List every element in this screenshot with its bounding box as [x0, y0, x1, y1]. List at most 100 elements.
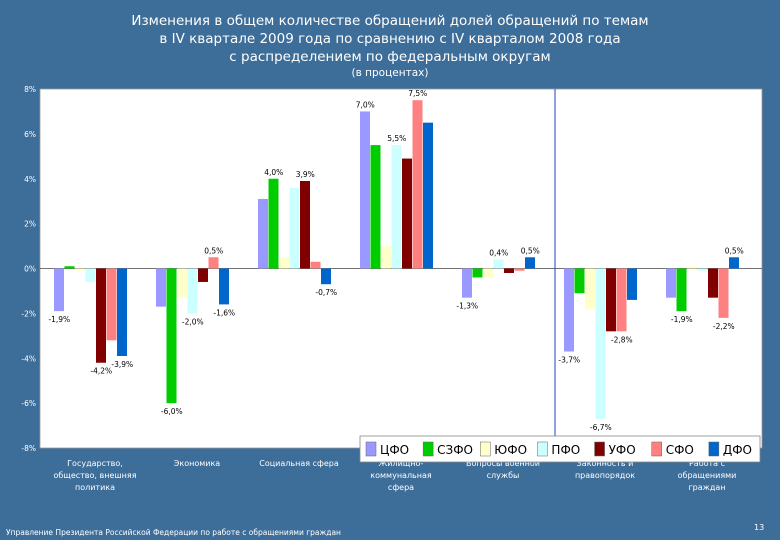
y-tick-label: -2%: [21, 309, 36, 318]
bar-ЦФО-6: [666, 268, 676, 298]
bar-СЗФО-3: [370, 145, 381, 269]
category-label-0: общество, внешняя: [53, 471, 136, 480]
bar-ЮФО-3: [381, 246, 391, 269]
chart-title-line-2: в IV квартале 2009 года по сравнению с I…: [159, 31, 621, 47]
bar-ЮФО-5: [585, 268, 595, 309]
category-label-2: Социальная сфера: [259, 459, 339, 468]
data-label: 0,5%: [521, 246, 540, 255]
data-label: -1,9%: [48, 315, 70, 324]
bar-ДФО-6: [729, 257, 739, 269]
bar-ДФО-2: [321, 268, 331, 285]
data-label: -2,2%: [713, 322, 735, 331]
category-label-6: обращениями: [678, 471, 737, 480]
data-label: -0,7%: [315, 288, 337, 297]
bar-ЮФО-0: [75, 268, 85, 271]
bar-ДФО-3: [423, 122, 433, 269]
data-label: 7,0%: [356, 100, 375, 109]
bar-ДФО-0: [117, 268, 127, 357]
data-label: -3,9%: [111, 360, 133, 369]
data-label: 7,5%: [408, 89, 427, 98]
bar-ПФО-2: [289, 187, 300, 269]
data-label: 0,5%: [725, 246, 744, 255]
y-tick-label: -8%: [21, 444, 36, 453]
bar-СЗФО-6: [676, 268, 687, 312]
legend-swatch-ПФО: [537, 441, 548, 457]
data-label: -1,9%: [671, 315, 693, 324]
bar-ЦФО-2: [258, 198, 268, 269]
category-label-6: Работа с: [689, 459, 725, 468]
bar-СФО-6: [718, 268, 729, 318]
category-label-4: Вопросы военной: [466, 459, 540, 468]
bar-СЗФО-0: [64, 266, 75, 269]
chart-title-line-1: Изменения в общем количестве обращений д…: [131, 13, 649, 29]
legend-label-ЮФО: ЮФО: [494, 443, 527, 457]
bar-СФО-2: [310, 261, 321, 269]
bar-СЗФО-4: [472, 268, 483, 278]
bar-ПФО-4: [493, 259, 504, 269]
bar-ЮФО-4: [483, 268, 493, 278]
bar-СЗФО-1: [166, 268, 177, 404]
legend-label-УФО: УФО: [609, 443, 636, 457]
bar-СЗФО-5: [574, 268, 585, 294]
y-tick-label: 6%: [24, 130, 36, 139]
data-label: 5,5%: [387, 134, 406, 143]
bar-ЦФО-5: [564, 268, 574, 352]
data-label: -2,8%: [611, 335, 633, 344]
bar-СФО-3: [412, 100, 423, 269]
data-label: 0,5%: [204, 246, 223, 255]
legend-swatch-ЮФО: [480, 441, 491, 457]
category-label-3: коммунальная: [370, 471, 432, 480]
legend-swatch-УФО: [594, 441, 605, 457]
bar-ЦФО-1: [156, 268, 166, 307]
data-label: -6,0%: [161, 407, 183, 416]
category-label-0: политика: [75, 483, 115, 492]
legend-label-СФО: СФО: [666, 443, 694, 457]
category-label-3: Жилищно-: [379, 459, 424, 468]
bar-УФО-0: [96, 268, 106, 363]
bar-СФО-5: [616, 268, 627, 332]
bar-ЮФО-2: [279, 257, 289, 269]
data-label: -6,7%: [590, 423, 612, 432]
y-tick-label: 4%: [24, 175, 36, 184]
bar-СФО-1: [208, 257, 219, 269]
bar-УФО-4: [504, 268, 514, 273]
bar-ЦФО-0: [54, 268, 64, 312]
bar-ПФО-6: [697, 268, 708, 271]
bar-ЦФО-3: [360, 111, 370, 269]
legend-label-ДФО: ДФО: [723, 443, 752, 457]
bar-СЗФО-2: [268, 178, 279, 269]
data-label: 4,0%: [264, 168, 283, 177]
data-label: 0,4%: [489, 249, 508, 258]
y-tick-label: 2%: [24, 220, 36, 229]
data-label: -4,2%: [90, 367, 112, 376]
category-label-3: сфера: [388, 483, 414, 492]
bar-СФО-0: [106, 268, 117, 341]
bar-СФО-4: [514, 268, 525, 271]
category-label-5: правопорядок: [575, 471, 635, 480]
category-label-6: граждан: [688, 483, 725, 492]
y-tick-label: -6%: [21, 399, 36, 408]
bar-ЦФО-4: [462, 268, 472, 298]
category-label-4: службы: [487, 471, 520, 480]
y-tick-label: -4%: [21, 354, 36, 363]
bar-УФО-1: [198, 268, 208, 282]
bar-УФО-5: [606, 268, 616, 332]
legend-swatch-ЦФО: [365, 441, 377, 457]
bar-ЮФО-6: [687, 266, 697, 269]
bar-ДФО-5: [627, 268, 637, 300]
y-tick-label: 0%: [24, 265, 36, 274]
bar-ПФО-5: [595, 268, 606, 419]
chart-title-line-3: с распределением по федеральным округам: [229, 49, 551, 65]
legend-swatch-СЗФО: [422, 441, 434, 457]
category-label-0: Государство,: [67, 459, 123, 468]
data-label: -3,7%: [558, 356, 580, 365]
legend-label-ЦФО: ЦФО: [380, 443, 409, 457]
legend-swatch-ДФО: [708, 441, 720, 457]
legend-label-СЗФО: СЗФО: [437, 443, 473, 457]
category-label-1: Экономика: [174, 459, 221, 468]
bar-ПФО-3: [391, 145, 402, 269]
chart-title: Изменения в общем количестве обращений д…: [40, 12, 740, 66]
page-number: 13: [754, 523, 765, 532]
bar-ЮФО-1: [177, 268, 187, 298]
